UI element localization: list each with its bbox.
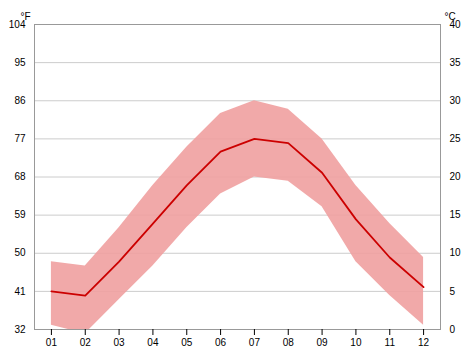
- svg-text:41: 41: [14, 286, 26, 297]
- svg-text:09: 09: [317, 337, 329, 348]
- svg-text:10: 10: [450, 247, 462, 258]
- svg-text:68: 68: [14, 171, 26, 182]
- svg-text:32: 32: [14, 324, 26, 335]
- svg-text:95: 95: [14, 57, 26, 68]
- svg-text:11: 11: [385, 337, 396, 348]
- svg-text:0: 0: [450, 324, 456, 335]
- svg-text:40: 40: [450, 19, 462, 30]
- svg-text:07: 07: [249, 337, 261, 348]
- svg-text:35: 35: [450, 57, 462, 68]
- svg-text:50: 50: [14, 247, 26, 258]
- svg-text:5: 5: [450, 286, 456, 297]
- svg-text:20: 20: [450, 171, 462, 182]
- svg-text:104: 104: [8, 18, 26, 30]
- svg-text:02: 02: [80, 337, 92, 348]
- svg-text:59: 59: [14, 209, 26, 220]
- svg-text:15: 15: [450, 209, 462, 220]
- svg-text:°C: °C: [445, 11, 456, 22]
- svg-text:10: 10: [350, 337, 362, 348]
- svg-text:08: 08: [283, 337, 295, 348]
- svg-text:03: 03: [114, 337, 126, 348]
- svg-text:86: 86: [14, 95, 26, 106]
- svg-text:04: 04: [147, 337, 159, 348]
- svg-text:06: 06: [215, 337, 227, 348]
- svg-text:°F: °F: [20, 11, 30, 22]
- svg-text:25: 25: [450, 133, 462, 144]
- svg-text:05: 05: [181, 337, 193, 348]
- svg-text:12: 12: [418, 337, 430, 348]
- svg-text:30: 30: [450, 95, 462, 106]
- svg-text:01: 01: [46, 337, 58, 348]
- svg-text:77: 77: [14, 133, 26, 144]
